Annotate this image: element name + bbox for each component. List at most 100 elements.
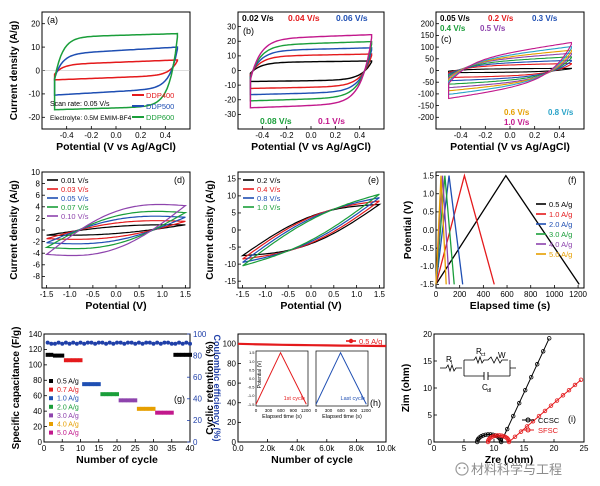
x-tick-label-c: 0.2 [529,131,541,140]
y-axis-label-e: Current density (A/g) [205,180,216,279]
legend-label-f-4: 4.0 A/g [549,240,572,249]
series-point-i-0 [511,413,516,419]
capacitance-point-g-5 [147,406,152,411]
y-tick-label-b: 10 [227,52,236,61]
x-tick-label-d: 1.5 [180,290,192,299]
panel-label-i: (i) [568,414,576,424]
efficiency-point-g [111,341,116,346]
panel-label-d: (d) [174,175,185,185]
capacitance-point-g-5 [144,406,149,411]
series-point-i-0 [547,336,552,341]
x-tick-label-g: 10 [76,444,85,453]
legend-label-h: 0.5 A/g [359,337,382,346]
series-point-i-1 [530,419,536,424]
capacitance-point-g-1 [74,358,79,363]
capacitance-point-g-4 [118,398,123,403]
y-axis-label-i: Zim (ohm) [401,364,412,412]
efficiency-point-g [56,340,61,345]
x-tick-label-c: -0.4 [454,131,468,140]
series-line-c-4 [448,52,572,89]
circuit-label-rl-sub: l [451,360,452,366]
series-line-c-1 [448,62,572,79]
x-axis-label-f: Elapsed time (s) [470,300,551,312]
legend-label-d-4: 0.10 V/s [61,212,89,221]
capacitance-point-g-3 [104,392,109,397]
y-tick-label-c: -200 [418,113,435,122]
y-tick-label-c: 150 [421,31,435,40]
legend-label-c-6: 0.8 V/s [548,108,574,117]
y2-tick-label-g: 80 [193,351,202,360]
y2-tick-label-g: 40 [193,395,202,404]
series-line-c-7 [448,41,572,100]
legend-label-e-1: 0.4 V/s [257,185,281,194]
series-point-i-0 [481,433,486,438]
legend-swatch-g-6 [49,430,53,435]
inset-x-label-h: Elapsed time (s) [322,414,362,420]
series-point-i-1 [542,408,548,414]
legend-label-g-3: 2.0 A/g [57,404,79,411]
x-tick-label-f: 400 [477,290,491,299]
plot-area-i [433,333,585,443]
series-point-i-1 [486,437,492,442]
efficiency-point-g [104,341,109,346]
series-point-i-0 [535,362,540,367]
panel-label-b: (b) [243,26,254,36]
capacitance-point-g-0 [56,353,61,358]
capacitance-point-g-0 [49,352,54,357]
inset-x-tick-label-h: 1200 [361,408,372,413]
inset-y-tick-label-h: -1.0 [248,393,256,398]
legend-label-e-0: 0.2 V/s [257,176,281,185]
efficiency-point-g [60,341,65,346]
capacitance-point-g-5 [140,406,145,411]
legend-label-d-1: 0.03 V/s [61,185,89,194]
x-tick-label-g: 35 [167,444,176,453]
legend-marker-h [348,338,354,344]
y-tick-label-b: -10 [224,81,236,90]
series-line-d-0 [46,224,186,236]
x-tick-label-h: 6.0k [319,444,335,453]
series-point-i-1 [499,433,504,438]
y-tick-label-i: 0 [428,438,433,447]
capacitance-point-g-0 [60,353,65,358]
x-tick-label-c: 0.4 [554,131,566,140]
x-tick-label-a: 0.4 [160,131,172,140]
efficiency-point-g [122,341,127,346]
legend-label-c-7: 1.0 V/s [504,118,530,127]
capacitance-point-g-6 [162,410,167,415]
y-tick-label-h: 20 [227,418,236,427]
legend-label-e-3: 1.0 V/s [257,203,281,212]
series-line-h [237,342,387,348]
series-point-i-1 [554,398,560,403]
series-point-i-1 [560,393,566,398]
series-line-c-3 [448,56,572,85]
plot-area-e [237,171,385,289]
legend-label-f-0: 0.5 A/g [549,200,572,209]
y-axis-label-a: Current density (A/g) [9,21,20,120]
x-tick-label-i: 5 [462,444,467,453]
capacitance-point-g-4 [129,398,134,403]
x-tick-label-e: 1.5 [374,290,386,299]
capacitance-point-g-0 [188,352,192,357]
capacitance-point-g-0 [180,352,185,357]
efficiency-point-g [184,340,189,345]
efficiency-point-g [89,340,94,345]
series-point-i-0 [529,375,534,380]
capacitance-point-g-0 [173,352,178,357]
series-point-i-1 [572,382,578,388]
y-tick-label-h: 80 [227,359,236,368]
capacitance-point-g-2 [93,382,98,387]
capacitance-point-g-1 [78,358,83,363]
legend-swatch-g-2 [49,396,53,401]
panel-g: 0 5 10 15 20 25 30 35 40020406080100120140Number… [11,327,222,466]
efficiency-point-g [67,341,72,346]
x-tick-label-e: -1.0 [258,290,272,299]
x-tick-label-a: 0.0 [110,131,122,140]
capacitance-point-g-1 [63,358,68,363]
capacitance-point-g-3 [107,392,112,397]
y-tick-label-a: 20 [31,20,40,29]
legend-label-f-3: 3.0 A/g [549,230,572,239]
series-line-f-2 [435,175,464,285]
series-line-b-2 [249,47,373,96]
